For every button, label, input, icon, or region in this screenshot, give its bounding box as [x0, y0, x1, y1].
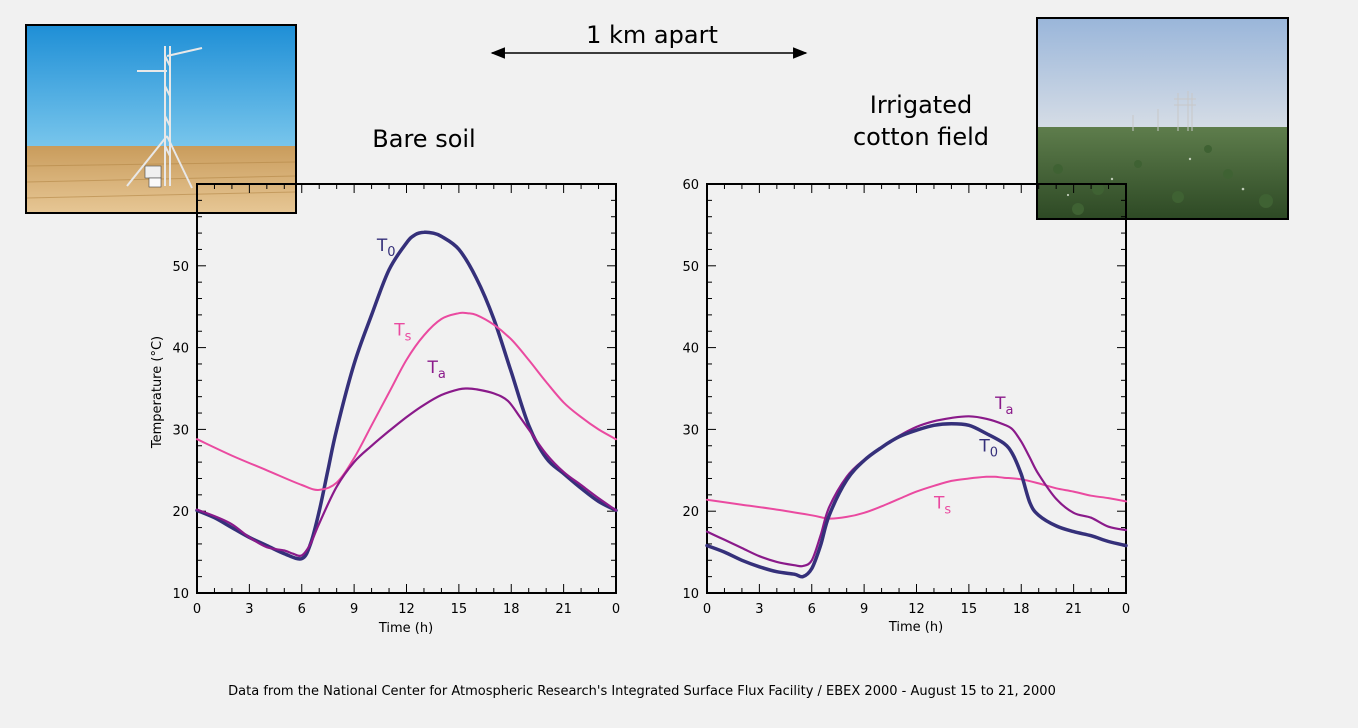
- series-labels: T0 Ts Ta: [376, 236, 446, 382]
- series-label-T0: T0: [978, 436, 998, 460]
- y-tick-label: 50: [172, 260, 189, 275]
- chart-title-cotton-line2: cotton field: [853, 123, 989, 151]
- data-source-footnote: Data from the National Center for Atmosp…: [228, 684, 1056, 699]
- x-axis-label: Time (h): [378, 621, 433, 636]
- series-labels: Ta T0 Ts: [933, 394, 1013, 518]
- series-Ts: [196, 311, 617, 491]
- x-tick-label: 0: [703, 602, 711, 617]
- x-tick-label: 0: [1122, 602, 1130, 617]
- cotton-field-chart: 0 3 6 9 12 15 18 21 0 10 20 30 40 50 60 Ta T0 Ts Time (h…: [682, 178, 1130, 635]
- series-label-Ts: Ts: [393, 320, 411, 344]
- x-axis-label: Time (h): [888, 620, 943, 635]
- x-tick-label: 0: [612, 602, 620, 617]
- y-axis-label: Temperature (°C): [150, 336, 165, 449]
- series-Ta: [195, 387, 618, 558]
- series-Ts: [706, 475, 1127, 520]
- bare-soil-photo: [25, 24, 297, 214]
- x-tick-label: 15: [961, 602, 978, 617]
- cotton-field-photo: [1036, 17, 1289, 220]
- x-tick-label: 18: [1013, 602, 1030, 617]
- y-tick-label: 10: [682, 587, 699, 602]
- x-tick-label: 9: [860, 602, 868, 617]
- y-tick-label: 40: [682, 342, 699, 357]
- x-tick-label: 21: [555, 602, 572, 617]
- series-label-Ta: Ta: [994, 394, 1013, 418]
- x-tick-label: 3: [755, 602, 763, 617]
- chart-title-cotton-line1: Irrigated: [870, 91, 972, 119]
- y-tick-label: 10: [172, 587, 189, 602]
- series-Ta: [705, 415, 1128, 568]
- axis-ticks: 0 3 6 9 12 15 18 21 0 10 20 30 40 50 60: [682, 178, 1130, 617]
- series-lines: [705, 415, 1128, 579]
- x-tick-label: 12: [908, 602, 925, 617]
- x-tick-label: 6: [298, 602, 306, 617]
- chart-title-bare-soil: Bare soil: [372, 125, 475, 153]
- y-tick-label: 50: [682, 260, 699, 275]
- cotton-field-photo-art: [1038, 19, 1287, 218]
- series-label-Ta: Ta: [426, 358, 445, 382]
- series-label-Ts: Ts: [933, 494, 951, 518]
- series-label-T0: T0: [376, 236, 396, 260]
- x-tick-label: 15: [451, 602, 468, 617]
- axis-ticks: 0 3 6 9 12 15 18 21 0 10 20 30 40 50: [172, 183, 620, 617]
- y-tick-label: 30: [682, 423, 699, 438]
- series-T0: [705, 421, 1128, 579]
- plot-frame: [706, 183, 1127, 594]
- x-tick-label: 12: [398, 602, 415, 617]
- x-tick-label: 6: [808, 602, 816, 617]
- x-tick-label: 18: [503, 602, 520, 617]
- x-tick-label: 0: [193, 602, 201, 617]
- x-tick-label: 3: [245, 602, 253, 617]
- x-tick-label: 21: [1065, 602, 1082, 617]
- x-tick-label: 9: [350, 602, 358, 617]
- y-tick-label: 30: [172, 423, 189, 438]
- y-tick-label: 60: [682, 178, 699, 193]
- series-T0: [195, 230, 618, 561]
- bare-soil-photo-art: [27, 26, 295, 212]
- y-tick-label: 40: [172, 342, 189, 357]
- distance-label: 1 km apart: [586, 21, 718, 49]
- y-tick-label: 20: [172, 505, 189, 520]
- series-lines: [195, 230, 618, 561]
- y-tick-label: 20: [682, 505, 699, 520]
